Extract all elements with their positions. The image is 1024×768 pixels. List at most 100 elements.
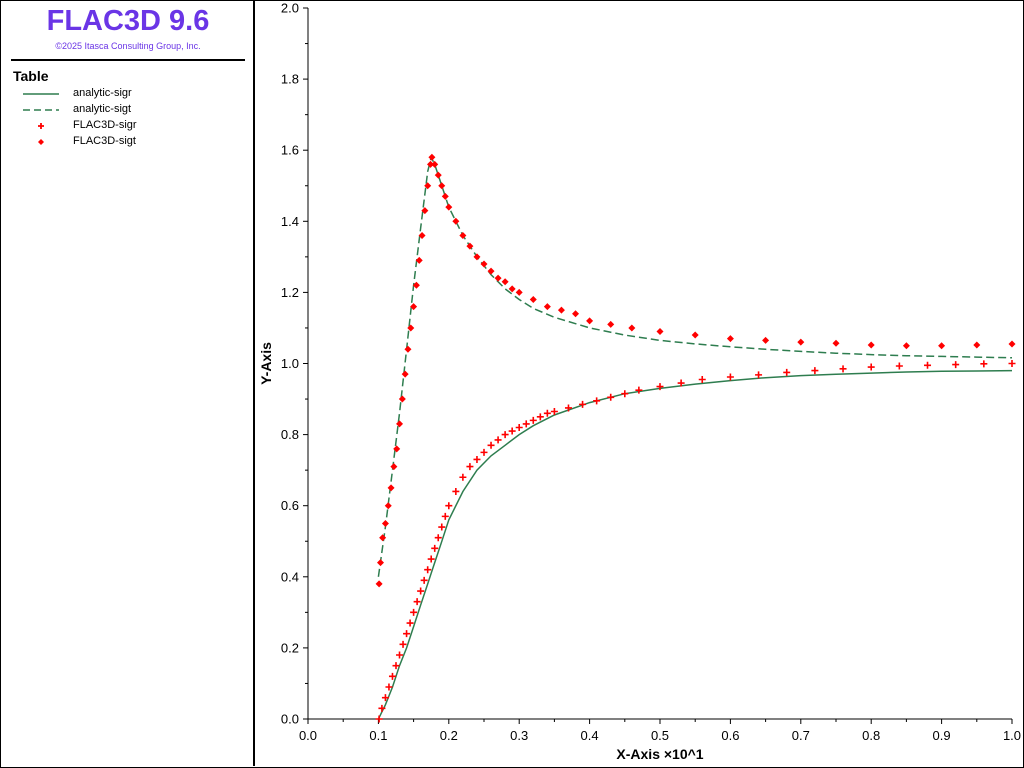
x-tick-label: 0.8 (862, 728, 880, 743)
solid-line-swatch-icon (23, 93, 59, 95)
data-point-diamond (410, 303, 418, 311)
data-point-plus (410, 608, 418, 616)
data-point-diamond (387, 484, 395, 492)
y-tick-label: 1.0 (281, 356, 299, 371)
data-point-plus (413, 598, 421, 606)
data-point-diamond (401, 370, 409, 378)
y-tick-label: 1.6 (281, 143, 299, 158)
series-layer (375, 153, 1016, 723)
data-point-diamond (393, 445, 401, 453)
data-point-diamond (426, 160, 434, 168)
y-tick-label: 0.4 (281, 569, 299, 584)
data-point-diamond (375, 580, 383, 588)
y-tick-label: 1.2 (281, 285, 299, 300)
x-tick-label: 0.4 (581, 728, 599, 743)
data-point-plus (515, 423, 523, 431)
data-point-diamond (501, 278, 509, 286)
data-point-plus (783, 368, 791, 376)
data-point-plus (431, 544, 439, 552)
data-point-diamond (377, 559, 385, 567)
data-point-diamond (487, 267, 495, 275)
data-point-diamond (445, 203, 453, 211)
data-point-plus (564, 404, 572, 412)
data-point-plus (424, 566, 432, 574)
data-point-plus (375, 715, 383, 723)
legend-label: FLAC3D-sigr (73, 119, 137, 131)
data-point-plus (378, 704, 386, 712)
data-point-diamond (407, 324, 415, 332)
y-tick-label: 0.8 (281, 427, 299, 442)
data-point-plus (529, 416, 537, 424)
x-tick-label: 0.5 (651, 728, 669, 743)
data-point-diamond (656, 328, 664, 336)
x-tick-label: 0.2 (440, 728, 458, 743)
series-line-analytic-sigr (377, 369, 1013, 720)
title-divider (11, 59, 245, 61)
data-point-diamond (938, 342, 946, 350)
chart-area: 0.0 0.2 0.4 0.6 0.8 1.0 1.2 1.4 1.6 1.8 2.0 0.0 0.1 0… (258, 1, 1021, 763)
data-point-plus (698, 375, 706, 383)
legend-item-analytic-sigt: analytic-sigt (21, 102, 241, 118)
data-point-plus (427, 555, 435, 563)
data-point-diamond (529, 296, 537, 304)
series-line-analytic-sigt (377, 155, 1013, 577)
x-tick-label: 0.7 (792, 728, 810, 743)
data-point-diamond (434, 171, 442, 179)
data-point-diamond (607, 320, 615, 328)
data-point-plus (895, 362, 903, 370)
legend-label: analytic-sigr (73, 87, 132, 99)
data-point-diamond (1008, 340, 1016, 348)
data-point-plus (924, 361, 932, 369)
legend-label: analytic-sigt (73, 103, 132, 115)
data-point-plus (952, 361, 960, 369)
data-point-plus (392, 662, 400, 670)
diamond-marker-swatch-icon (38, 139, 44, 145)
data-point-diamond (412, 281, 420, 289)
data-point-diamond (421, 207, 429, 215)
data-point-diamond (797, 338, 805, 346)
data-point-diamond (726, 335, 734, 343)
data-point-diamond (543, 303, 551, 311)
data-point-diamond (390, 463, 398, 471)
series-analytic-sigr (377, 369, 1013, 720)
data-point-plus (550, 407, 558, 415)
data-point-diamond (431, 160, 439, 168)
data-point-diamond (586, 317, 594, 325)
app-title: FLAC3D 9.6 (46, 5, 210, 37)
data-point-plus (466, 463, 474, 471)
data-point-diamond (424, 182, 432, 190)
data-point-plus (508, 427, 516, 435)
data-point-plus (399, 640, 407, 648)
data-point-diamond (832, 339, 840, 347)
data-point-diamond (398, 395, 406, 403)
data-point-diamond (415, 256, 423, 264)
y-axis-title: Y-Axis (258, 342, 274, 385)
data-point-diamond (557, 306, 565, 314)
data-point-diamond (384, 502, 392, 510)
data-point-diamond (628, 324, 636, 332)
data-point-diamond (515, 288, 523, 296)
y-tick-label: 1.8 (281, 72, 299, 87)
data-point-plus (385, 683, 393, 691)
y-tick-label: 2.0 (281, 1, 299, 16)
data-point-diamond (762, 336, 770, 344)
x-tick-label: 0.0 (299, 728, 317, 743)
data-point-plus (536, 413, 544, 421)
copyright-text: ©2025 Itasca Consulting Group, Inc. (55, 41, 201, 51)
data-point-diamond (452, 217, 460, 225)
data-point-plus (434, 534, 442, 542)
data-point-plus (867, 363, 875, 371)
data-point-diamond (466, 242, 474, 250)
data-point-diamond (381, 519, 389, 527)
dashed-line-swatch-icon (23, 109, 59, 111)
legend-label: FLAC3D-sigt (73, 135, 136, 147)
data-point-plus (726, 373, 734, 381)
data-point-plus (839, 365, 847, 373)
data-point-plus (980, 360, 988, 368)
x-tick-label: 0.9 (933, 728, 951, 743)
data-point-diamond (459, 232, 467, 240)
data-point-plus (811, 367, 819, 375)
data-point-diamond (902, 342, 910, 350)
x-tick-label: 0.6 (721, 728, 739, 743)
x-tick-label: 1.0 (1003, 728, 1021, 743)
